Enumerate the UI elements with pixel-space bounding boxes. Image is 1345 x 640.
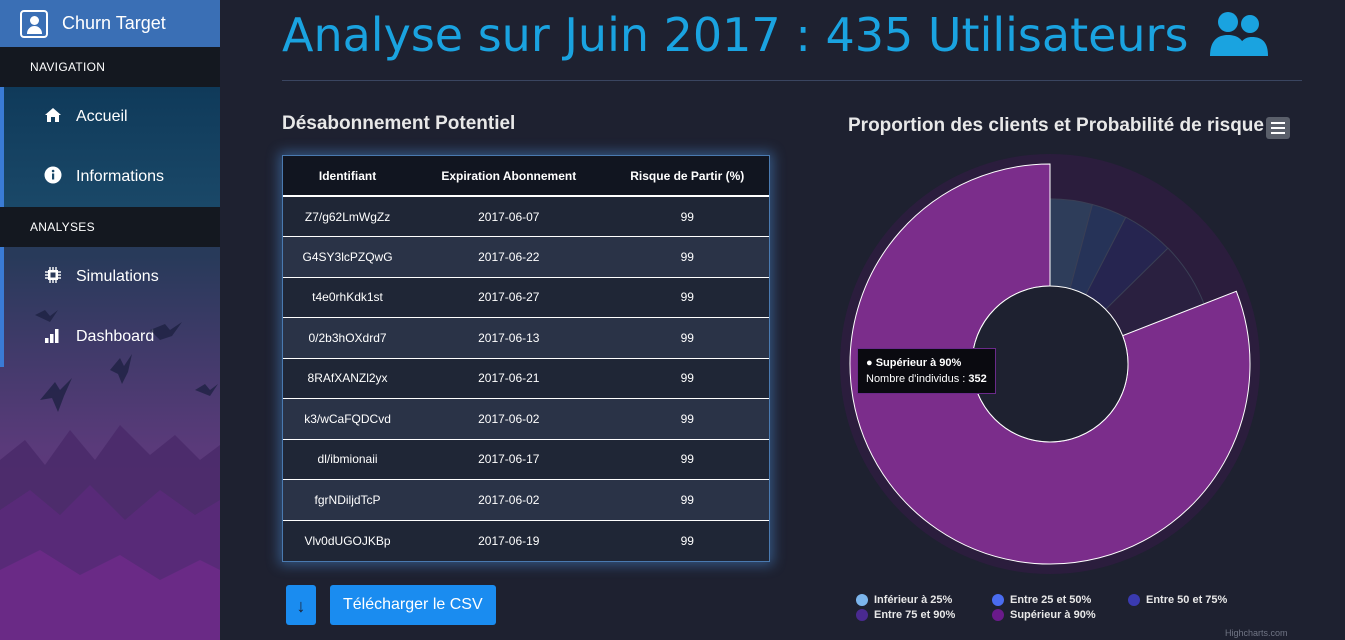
brand[interactable]: Churn Target [0,0,220,47]
cell-risque: 99 [605,479,769,520]
brand-label: Churn Target [62,13,166,33]
chart-title: Proportion des clients et Probabilité de… [848,115,1264,136]
legend-item[interactable]: Entre 50 et 75% [1128,593,1228,606]
legend-label: Entre 75 et 90% [874,608,956,621]
cell-identifiant: k3/wCaFQDCvd [283,398,413,439]
table-row: G4SY3lcPZQwG 2017-06-22 99 [283,236,769,277]
sidebar-item-label: Accueil [76,108,128,125]
mountains-decoration [0,425,220,640]
cell-identifiant: t4e0rhKdk1st [283,276,413,318]
sidebar-item-label: Simulations [76,268,159,285]
tooltip-category: Supérieur à 90% [875,357,962,369]
chart-legend: Inférieur à 25% Entre 25 et 50% Entre 50… [856,592,1276,622]
cell-risque: 99 [605,236,769,277]
tooltip-label: Nombre d'individus [866,373,960,385]
legend-dot [856,608,868,621]
cell-expiration: 2017-06-17 [412,438,606,480]
legend-item[interactable]: Inférieur à 25% [856,593,992,606]
page-title: Analyse sur Juin 2017 : 435 Utilisateurs [282,8,1270,62]
title-divider [282,80,1302,81]
cell-risque: 99 [605,519,769,561]
sidebar-item-label: Informations [76,168,165,185]
legend-dot [992,593,1004,606]
download-area: Télécharger le CSV [286,585,496,625]
sidebar-item-informations[interactable]: Informations [0,147,220,207]
hamburger-icon[interactable] [1266,117,1290,139]
info-icon [44,166,62,189]
table-row: t4e0rhKdk1st 2017-06-27 99 [283,276,769,318]
main-content: Analyse sur Juin 2017 : 435 Utilisateurs… [220,0,1335,640]
legend-dot [856,593,868,606]
cell-risque: 99 [605,398,769,439]
variable-pie-chart [840,154,1260,574]
cell-identifiant: G4SY3lcPZQwG [283,236,413,277]
cell-expiration: 2017-06-02 [412,398,606,439]
cell-risque: 99 [605,357,769,399]
download-csv-button[interactable]: Télécharger le CSV [330,585,496,625]
sidebar-item-dashboard[interactable]: Dashboard [0,307,220,367]
users-icon [1208,10,1270,60]
legend-item[interactable]: Entre 25 et 50% [992,593,1128,606]
cell-expiration: 2017-06-13 [412,317,606,358]
table-row: Z7/g62LmWgZz 2017-06-07 99 [283,195,769,237]
table-row: Vlv0dUGOJKBp 2017-06-19 99 [283,519,769,561]
legend-label: Entre 25 et 50% [1010,593,1092,606]
legend-item[interactable]: Supérieur à 90% [992,608,1096,621]
cell-expiration: 2017-06-27 [412,276,606,318]
legend-label: Inférieur à 25% [874,593,953,606]
cell-risque: 99 [605,438,769,480]
table-row: 0/2b3hOXdrd7 2017-06-13 99 [283,317,769,358]
table-title: Désabonnement Potentiel [282,113,516,134]
cell-expiration: 2017-06-02 [412,479,606,520]
cell-risque: 99 [605,276,769,318]
table-header-row: Identifiant Expiration Abonnement Risque… [283,156,769,197]
section-header-analyses: ANALYSES [0,207,220,247]
cell-identifiant: 8RAfXANZl2yx [283,357,413,399]
table-row: 8RAfXANZl2yx 2017-06-21 99 [283,357,769,399]
cell-identifiant: fgrNDiljdTcP [283,479,413,520]
cell-expiration: 2017-06-19 [412,519,606,561]
bar-chart-icon [44,327,62,348]
sidebar-item-label: Dashboard [76,328,155,345]
legend-label: Entre 50 et 75% [1146,593,1228,606]
cell-expiration: 2017-06-07 [412,195,606,237]
cell-identifiant: dl/ibmionaii [283,438,413,480]
table-row: k3/wCaFQDCvd 2017-06-02 99 [283,398,769,439]
column-header[interactable]: Risque de Partir (%) [605,156,769,197]
chart-tooltip: ● Supérieur à 90% Nombre d'individus : 3… [857,348,996,394]
cell-risque: 99 [605,317,769,358]
sidebar-item-accueil[interactable]: Accueil [0,87,220,147]
legend-item[interactable]: Entre 75 et 90% [856,608,992,621]
cell-identifiant: Vlv0dUGOJKBp [283,519,413,561]
cell-identifiant: 0/2b3hOXdrd7 [283,317,413,358]
table-row: dl/ibmionaii 2017-06-17 99 [283,438,769,480]
chart-credits[interactable]: Highcharts.com [1225,628,1288,638]
cell-expiration: 2017-06-21 [412,357,606,399]
cell-risque: 99 [605,195,769,237]
churn-table: Identifiant Expiration Abonnement Risque… [282,155,770,562]
column-header[interactable]: Expiration Abonnement [412,156,606,197]
sidebar-item-simulations[interactable]: Simulations [0,247,220,307]
legend-dot [1128,593,1140,606]
user-badge-icon [20,9,48,38]
page-title-text: Analyse sur Juin 2017 : 435 Utilisateurs [282,8,1189,62]
legend-dot [992,608,1004,621]
chip-icon [44,266,62,289]
birds-decoration [35,310,218,412]
table-row: fgrNDiljdTcP 2017-06-02 99 [283,479,769,520]
column-header[interactable]: Identifiant [283,156,413,197]
tooltip-value: 352 [968,373,987,385]
legend-label: Supérieur à 90% [1010,608,1096,621]
sidebar: Churn Target NAVIGATION Accueil Informat… [0,0,220,640]
download-icon[interactable] [286,585,316,625]
cell-expiration: 2017-06-22 [412,236,606,277]
section-header-navigation: NAVIGATION [0,47,220,87]
cell-identifiant: Z7/g62LmWgZz [283,195,413,237]
home-icon [44,107,62,128]
